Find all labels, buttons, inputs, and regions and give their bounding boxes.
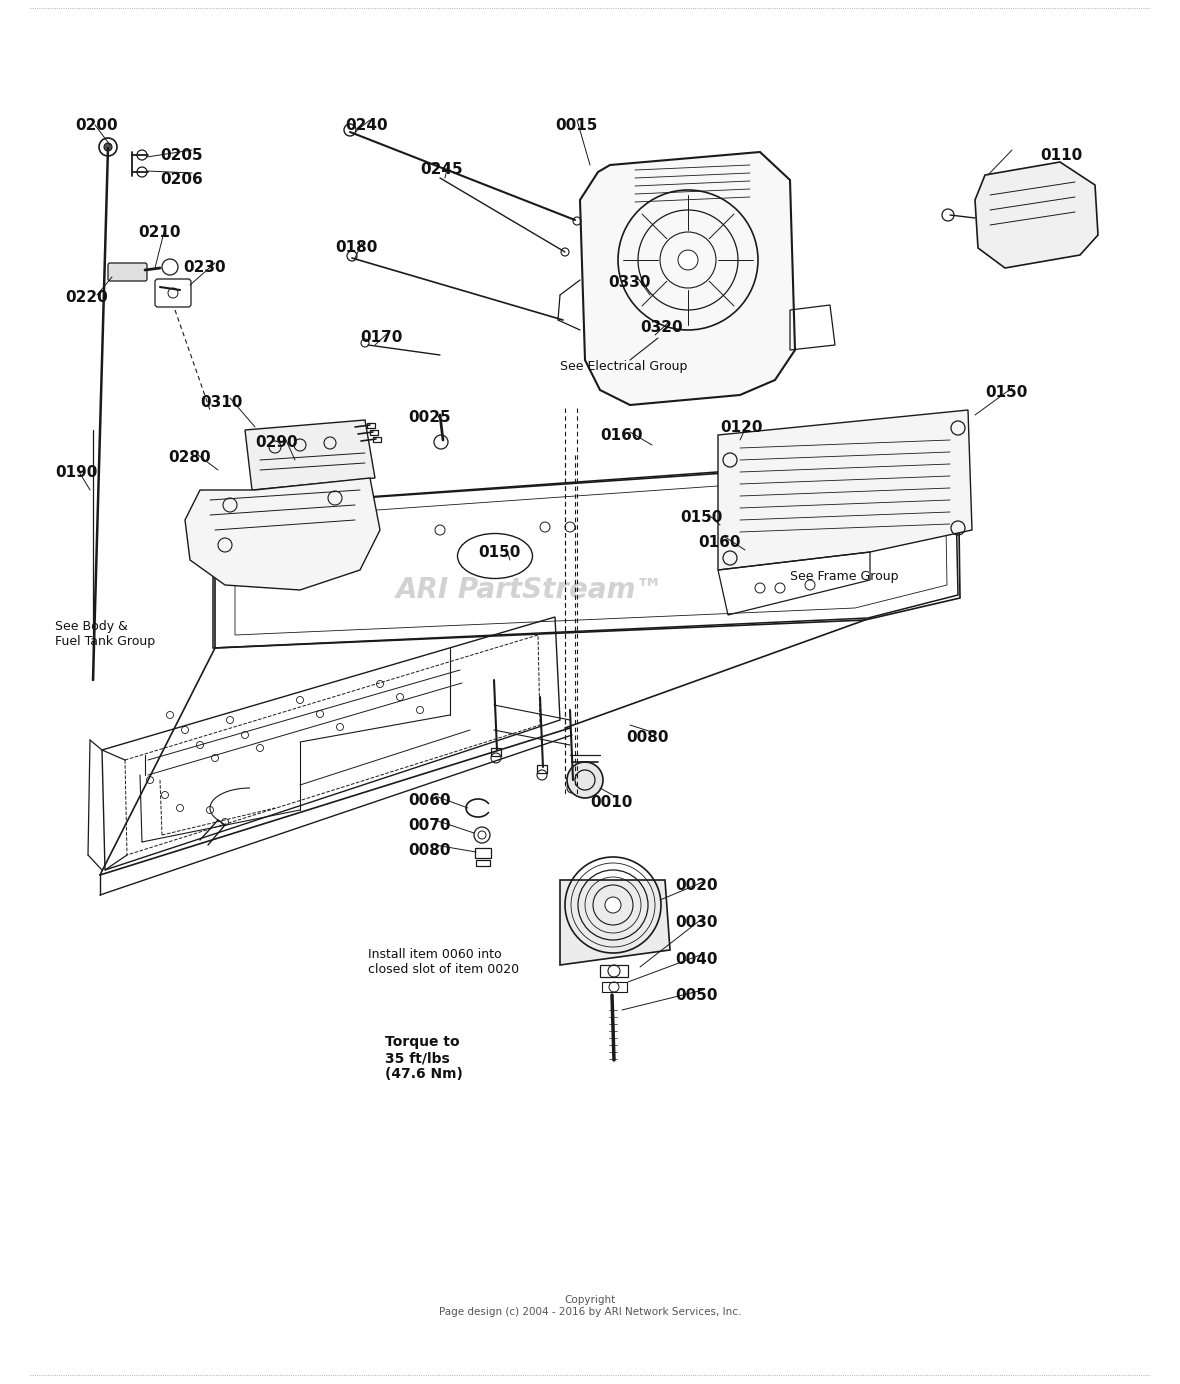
Circle shape <box>605 897 621 913</box>
Bar <box>537 765 548 774</box>
Circle shape <box>678 251 699 270</box>
Text: 0170: 0170 <box>360 329 402 345</box>
Text: 0210: 0210 <box>138 226 181 239</box>
Text: 0245: 0245 <box>420 162 463 177</box>
Text: 0205: 0205 <box>160 148 203 163</box>
Text: 0010: 0010 <box>590 794 632 810</box>
Text: 0220: 0220 <box>65 291 107 304</box>
Text: Copyright
Page design (c) 2004 - 2016 by ARI Network Services, Inc.: Copyright Page design (c) 2004 - 2016 by… <box>439 1295 741 1316</box>
Text: 0050: 0050 <box>675 988 717 1003</box>
Bar <box>602 983 627 992</box>
Text: 0190: 0190 <box>55 465 98 480</box>
Text: 0150: 0150 <box>680 509 722 525</box>
Bar <box>367 424 375 428</box>
Text: 0080: 0080 <box>408 843 451 858</box>
Text: 0180: 0180 <box>335 239 378 255</box>
Bar <box>491 747 502 756</box>
Text: 0290: 0290 <box>255 435 297 450</box>
Text: See Body &
Fuel Tank Group: See Body & Fuel Tank Group <box>55 620 155 648</box>
Text: 0150: 0150 <box>985 385 1028 400</box>
Text: 0310: 0310 <box>199 394 242 410</box>
Bar <box>371 430 378 435</box>
Polygon shape <box>717 410 972 570</box>
Polygon shape <box>975 162 1099 268</box>
Circle shape <box>104 143 112 151</box>
Bar <box>476 848 491 858</box>
Text: 0206: 0206 <box>160 172 203 187</box>
Text: 0230: 0230 <box>183 260 225 275</box>
Circle shape <box>568 763 603 799</box>
Text: 0030: 0030 <box>675 915 717 930</box>
Text: 0060: 0060 <box>408 793 451 808</box>
Bar <box>373 437 381 441</box>
Polygon shape <box>560 880 670 965</box>
Text: See Electrical Group: See Electrical Group <box>560 360 688 374</box>
Text: 0240: 0240 <box>345 118 387 133</box>
Polygon shape <box>185 477 380 590</box>
Text: 0200: 0200 <box>76 118 118 133</box>
Text: 0160: 0160 <box>599 428 642 443</box>
Text: 0150: 0150 <box>478 545 520 561</box>
Text: ARI PartStream™: ARI PartStream™ <box>395 576 664 603</box>
Text: 0070: 0070 <box>408 818 451 833</box>
Polygon shape <box>245 419 375 490</box>
Circle shape <box>99 138 117 156</box>
Text: Torque to
35 ft/lbs
(47.6 Nm): Torque to 35 ft/lbs (47.6 Nm) <box>385 1035 463 1081</box>
Text: 0080: 0080 <box>627 729 669 745</box>
Text: Install item 0060 into
closed slot of item 0020: Install item 0060 into closed slot of it… <box>368 948 519 976</box>
Bar <box>568 778 577 786</box>
Text: 0110: 0110 <box>1040 148 1082 163</box>
Polygon shape <box>581 152 795 406</box>
Text: 0025: 0025 <box>408 410 451 425</box>
Text: 0280: 0280 <box>168 450 210 465</box>
Bar <box>476 859 490 866</box>
Bar <box>599 965 628 977</box>
Text: 0020: 0020 <box>675 877 717 893</box>
FancyBboxPatch shape <box>109 263 148 281</box>
Text: See Frame Group: See Frame Group <box>789 570 898 583</box>
Text: 0330: 0330 <box>608 275 650 291</box>
Text: 0040: 0040 <box>675 952 717 967</box>
Text: 0120: 0120 <box>720 419 762 435</box>
Text: 0160: 0160 <box>699 536 741 549</box>
Text: 0015: 0015 <box>555 118 597 133</box>
Text: 0320: 0320 <box>640 320 682 335</box>
